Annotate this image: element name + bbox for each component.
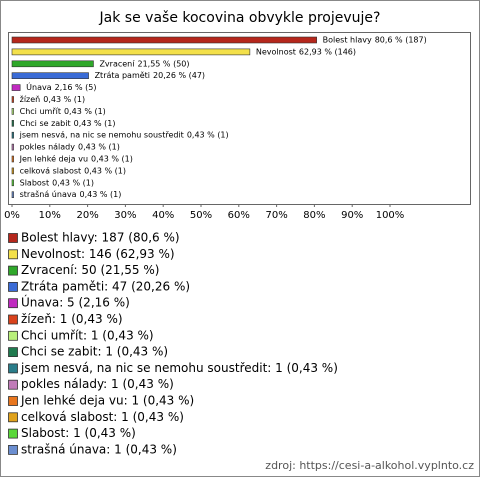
legend-swatch — [8, 396, 18, 406]
legend-label: celková slabost: 1 (0,43 %) — [21, 410, 184, 424]
bar-category: Nevolnost — [256, 47, 296, 56]
legend-label: jsem nesvá, na nic se nemohu soustředit:… — [20, 361, 338, 375]
legend-label: Slabost: 1 (0,43 %) — [21, 426, 136, 440]
legend-swatch — [8, 347, 18, 358]
legend-label: Ztráta paměti: 47 (20,26 %) — [21, 279, 190, 293]
value-label: 20,26 % (47) — [153, 71, 205, 80]
legend-label: strašná únava: 1 (0,43 %) — [21, 442, 177, 456]
bar-category: strašná únava — [20, 189, 77, 199]
legend-swatch — [8, 428, 18, 439]
x-tick-label: 0% — [4, 210, 20, 221]
bar-category: Bolest hlavy — [323, 36, 372, 45]
value-label: 62,93 % (146) — [299, 47, 356, 56]
bar-category: Chci se zabit — [20, 119, 71, 128]
value-label: 0,43 % (1) — [74, 119, 116, 128]
bar-category: Slabost — [20, 178, 49, 187]
legend-swatch — [8, 249, 18, 260]
x-tick-label: 20% — [76, 210, 98, 221]
bar — [11, 36, 317, 44]
value-label: 0,43 % (1) — [187, 131, 229, 140]
legend-swatch — [8, 363, 18, 374]
bar — [11, 48, 251, 56]
legend-label: pokles nálady: 1 (0,43 %) — [21, 377, 174, 391]
x-tick-label: 30% — [114, 210, 136, 221]
x-tick-label: 90% — [341, 210, 363, 221]
legend-swatch — [8, 265, 18, 276]
bar — [11, 120, 14, 127]
bar-category: Únava — [26, 81, 52, 92]
legend-swatch — [8, 444, 18, 455]
x-tick-label: 80% — [303, 210, 325, 221]
value-label: 0,43 % (1) — [84, 166, 126, 175]
legend-label: Chci umřít: 1 (0,43 %) — [21, 328, 154, 342]
value-label: 0,43 % (1) — [52, 178, 94, 187]
legend-label: Nevolnost: 146 (62,93 %) — [21, 247, 175, 261]
bar — [11, 191, 14, 198]
bar-category: Zvracení — [99, 59, 135, 68]
x-tick-label: 40% — [152, 210, 174, 221]
value-label: 2,16 % (5) — [55, 83, 97, 92]
bar-category: Ztráta paměti — [95, 71, 150, 80]
legend-swatch — [8, 233, 18, 243]
bar — [11, 108, 14, 115]
bar-category: pokles nálady — [20, 143, 76, 152]
legend-swatch — [8, 412, 18, 423]
legend-label: Chci se zabit: 1 (0,43 %) — [21, 345, 168, 359]
value-label: 0,43 % (1) — [43, 95, 85, 104]
bar — [11, 131, 14, 139]
legend-label: Zvracení: 50 (21,55 %) — [21, 263, 159, 277]
value-label: 0,43 % (1) — [64, 107, 106, 116]
bar-category: celková slabost — [20, 166, 82, 175]
value-label: 80,6 % (187) — [375, 36, 427, 45]
value-label: 0,43 % (1) — [78, 143, 120, 152]
legend-label: Únava: 5 (2,16 %) — [21, 295, 130, 310]
value-label: 21,55 % (50) — [137, 59, 189, 68]
bar — [11, 96, 14, 103]
bar — [11, 155, 14, 163]
bar-category: žízeň — [20, 94, 41, 104]
legend-swatch — [8, 298, 18, 309]
legend-label: Jen lehké deja vu: 1 (0,43 %) — [20, 394, 194, 408]
legend-swatch — [8, 330, 18, 341]
x-tick-label: 10% — [39, 210, 61, 221]
legend-label: žízeň: 1 (0,43 %) — [21, 312, 123, 326]
legend-swatch — [8, 379, 18, 390]
bar — [11, 143, 14, 151]
x-tick-label: 100% — [376, 210, 405, 221]
value-label: 0,43 % (1) — [79, 190, 121, 199]
legend-swatch — [8, 281, 18, 292]
bar — [11, 72, 89, 79]
bar-category: Chci umřít — [20, 107, 61, 116]
x-tick-label: 60% — [228, 210, 250, 221]
bar — [11, 84, 21, 91]
legend-label: Bolest hlavy: 187 (80,6 %) — [21, 231, 180, 245]
legend-swatch — [8, 314, 18, 325]
bar — [11, 179, 14, 187]
bar-category: jsem nesvá, na nic se nemohu soustředit — [19, 131, 184, 140]
chart-title: Jak se vaše kocovina obvykle projevuje? — [99, 10, 381, 26]
x-tick-label: 50% — [190, 210, 212, 221]
source: zdroj: https://cesi-a-alkohol.vyplnto.cz — [265, 459, 474, 472]
bar — [11, 167, 14, 175]
value-label: 0,43 % (1) — [91, 155, 133, 164]
x-tick-label: 70% — [265, 210, 287, 221]
bar — [11, 60, 94, 68]
plot-frame — [8, 32, 471, 205]
bar-category: Jen lehké deja vu — [19, 154, 88, 164]
